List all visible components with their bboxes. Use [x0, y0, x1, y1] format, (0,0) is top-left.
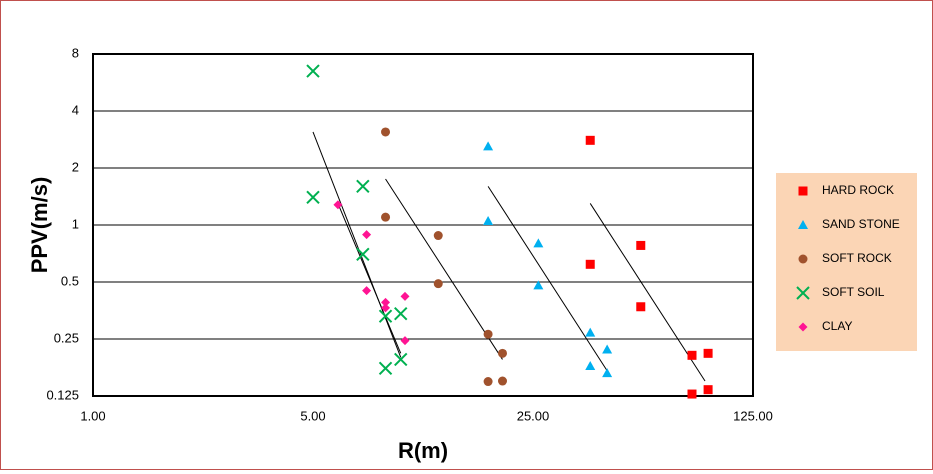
data-point	[483, 141, 494, 151]
data-point	[356, 179, 370, 194]
data-point	[687, 389, 697, 399]
y-tick-labels: 0.125 0.25 0.5 1 2 4 8	[46, 45, 79, 402]
legend-marker	[798, 186, 808, 196]
legend-box	[776, 173, 917, 351]
data-point	[602, 368, 613, 378]
data-point	[533, 280, 544, 290]
legend-label: CLAY	[822, 319, 852, 333]
data-point	[378, 361, 393, 376]
data-point	[602, 344, 613, 354]
data-point	[381, 127, 391, 137]
y-tick-label: 0.5	[61, 273, 79, 288]
data-point	[306, 64, 320, 78]
data-point	[333, 200, 343, 210]
trend-line	[312, 131, 402, 358]
trend-lines	[312, 131, 706, 382]
trend-line	[337, 203, 402, 354]
data-point	[400, 291, 410, 301]
data-point	[483, 329, 493, 339]
data-point	[433, 279, 443, 289]
legend-marker	[798, 322, 808, 332]
data-point	[381, 303, 391, 313]
trend-line	[487, 186, 608, 371]
y-tick-label: 0.125	[46, 387, 79, 402]
data-point	[483, 215, 494, 225]
y-tick-label: 4	[72, 102, 79, 117]
data-point	[362, 230, 372, 240]
x-tick-label: 5.00	[300, 408, 325, 423]
data-point	[497, 376, 507, 386]
data-point	[497, 348, 507, 358]
y-axis-label: PPV(m/s)	[27, 177, 52, 274]
data-point	[585, 327, 596, 337]
data-point	[394, 307, 408, 321]
x-tick-label: 125.00	[733, 408, 773, 423]
data-point	[687, 350, 697, 360]
y-tick-label: 2	[72, 159, 79, 174]
data-point	[585, 361, 596, 371]
legend-marker	[796, 286, 810, 300]
legend-label: HARD ROCK	[822, 183, 894, 197]
y-tick-label: 0.25	[54, 330, 79, 345]
legend-marker	[798, 220, 808, 229]
trend-line	[385, 178, 503, 360]
data-point	[533, 238, 544, 248]
legend-label: SOFT ROCK	[822, 251, 892, 265]
data-point	[483, 377, 493, 387]
legend-label: SAND STONE	[822, 217, 900, 231]
data-point	[394, 352, 408, 367]
grid-lines	[93, 110, 753, 340]
data-point	[362, 286, 372, 296]
x-tick-labels: 1.00 5.00 25.00 125.00	[80, 408, 773, 423]
data-point	[703, 348, 713, 358]
y-tick-label: 8	[72, 45, 79, 60]
legend-marker	[798, 254, 808, 264]
data-point	[400, 336, 410, 346]
data-point	[585, 135, 595, 145]
data-point	[585, 259, 595, 269]
data-point	[433, 231, 443, 241]
legend: HARD ROCK SAND STONE SOFT ROCK SOFT SOIL CLA…	[776, 173, 917, 351]
x-axis-label: R(m)	[398, 438, 448, 463]
data-point	[636, 302, 646, 312]
data-point	[381, 212, 391, 222]
data-point	[378, 309, 393, 323]
data-point	[703, 385, 713, 395]
data-point	[636, 240, 646, 250]
data-points	[306, 64, 713, 399]
x-tick-label: 1.00	[80, 408, 105, 423]
legend-label: SOFT SOIL	[822, 285, 885, 299]
data-point	[306, 190, 320, 205]
data-point	[381, 297, 391, 307]
data-point	[356, 247, 370, 262]
y-tick-label: 1	[72, 216, 79, 231]
trend-line	[589, 203, 706, 382]
x-tick-label: 25.00	[517, 408, 550, 423]
